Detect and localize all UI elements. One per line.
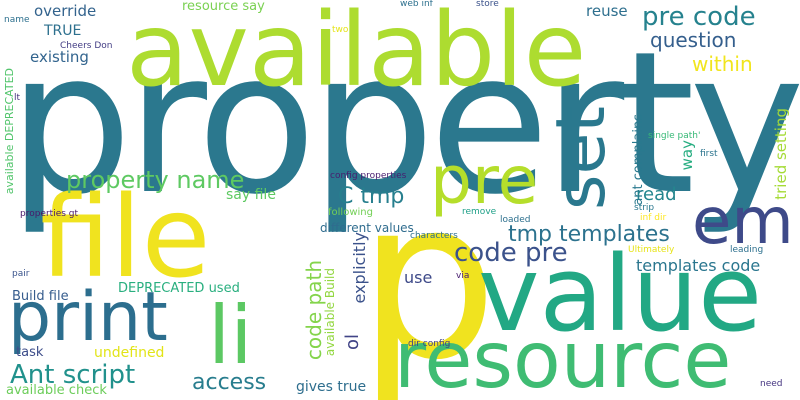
word: templates code [636,256,761,275]
word: store [476,0,499,9]
word: C tmp [338,184,405,209]
word: first [700,149,718,159]
word: strip [634,203,655,213]
word: resource say [182,0,265,14]
word: ant complains [631,114,646,206]
word: name [4,15,30,25]
word: DEPRECATED used [118,281,240,296]
word: value [478,233,763,355]
word: leading [730,245,764,255]
word: use [404,268,433,287]
word: pre code [642,2,756,32]
word: loaded [500,215,531,225]
word: access [192,370,267,395]
word: ol [342,334,363,351]
word: available check [6,383,107,398]
word: undefined [94,345,165,361]
word: web inf [400,0,433,9]
word: way [678,140,696,171]
word: following [328,207,373,218]
word: characters [410,231,458,241]
word: em [692,185,794,259]
word: inf dir [640,213,667,223]
word: lt [14,93,21,103]
word: p [358,152,498,400]
word: tried setting [772,108,790,200]
word: say file [226,187,276,203]
word: Build file [12,289,69,304]
word: single path' [648,131,701,141]
word: set [542,106,621,210]
word: print [8,278,168,357]
word: read [636,184,677,205]
word: Ant script [10,360,136,390]
word: TRUE [44,23,82,39]
word: question [650,28,737,52]
word: existing [30,48,89,66]
word: available DEPRECATED [3,68,16,195]
word: gives true [296,379,367,395]
word: config properties [330,171,407,181]
word: task [16,345,44,360]
word: available [126,0,587,110]
word: pre [430,142,539,219]
word: Ultimately [628,245,675,255]
word: pair [12,269,30,279]
word: available Build [323,268,337,357]
word: need [760,379,783,389]
word: two [332,25,349,35]
word: tmp templates [508,222,670,247]
word: resource [394,316,732,400]
word: code path [302,260,326,361]
word: remove [462,207,497,217]
word: different values [320,221,414,235]
word: explicitly [350,232,369,304]
word: via [456,271,470,281]
word: reuse [586,2,628,20]
word: property name [66,166,245,194]
word: within [692,52,753,76]
word: Cheers Don [60,41,113,51]
word: override [34,2,97,20]
word: dir config [408,339,451,349]
word: file [40,173,211,303]
word: property [8,10,800,238]
word: li [208,289,253,382]
word: code pre [454,238,568,268]
word: properties gt [20,209,79,219]
